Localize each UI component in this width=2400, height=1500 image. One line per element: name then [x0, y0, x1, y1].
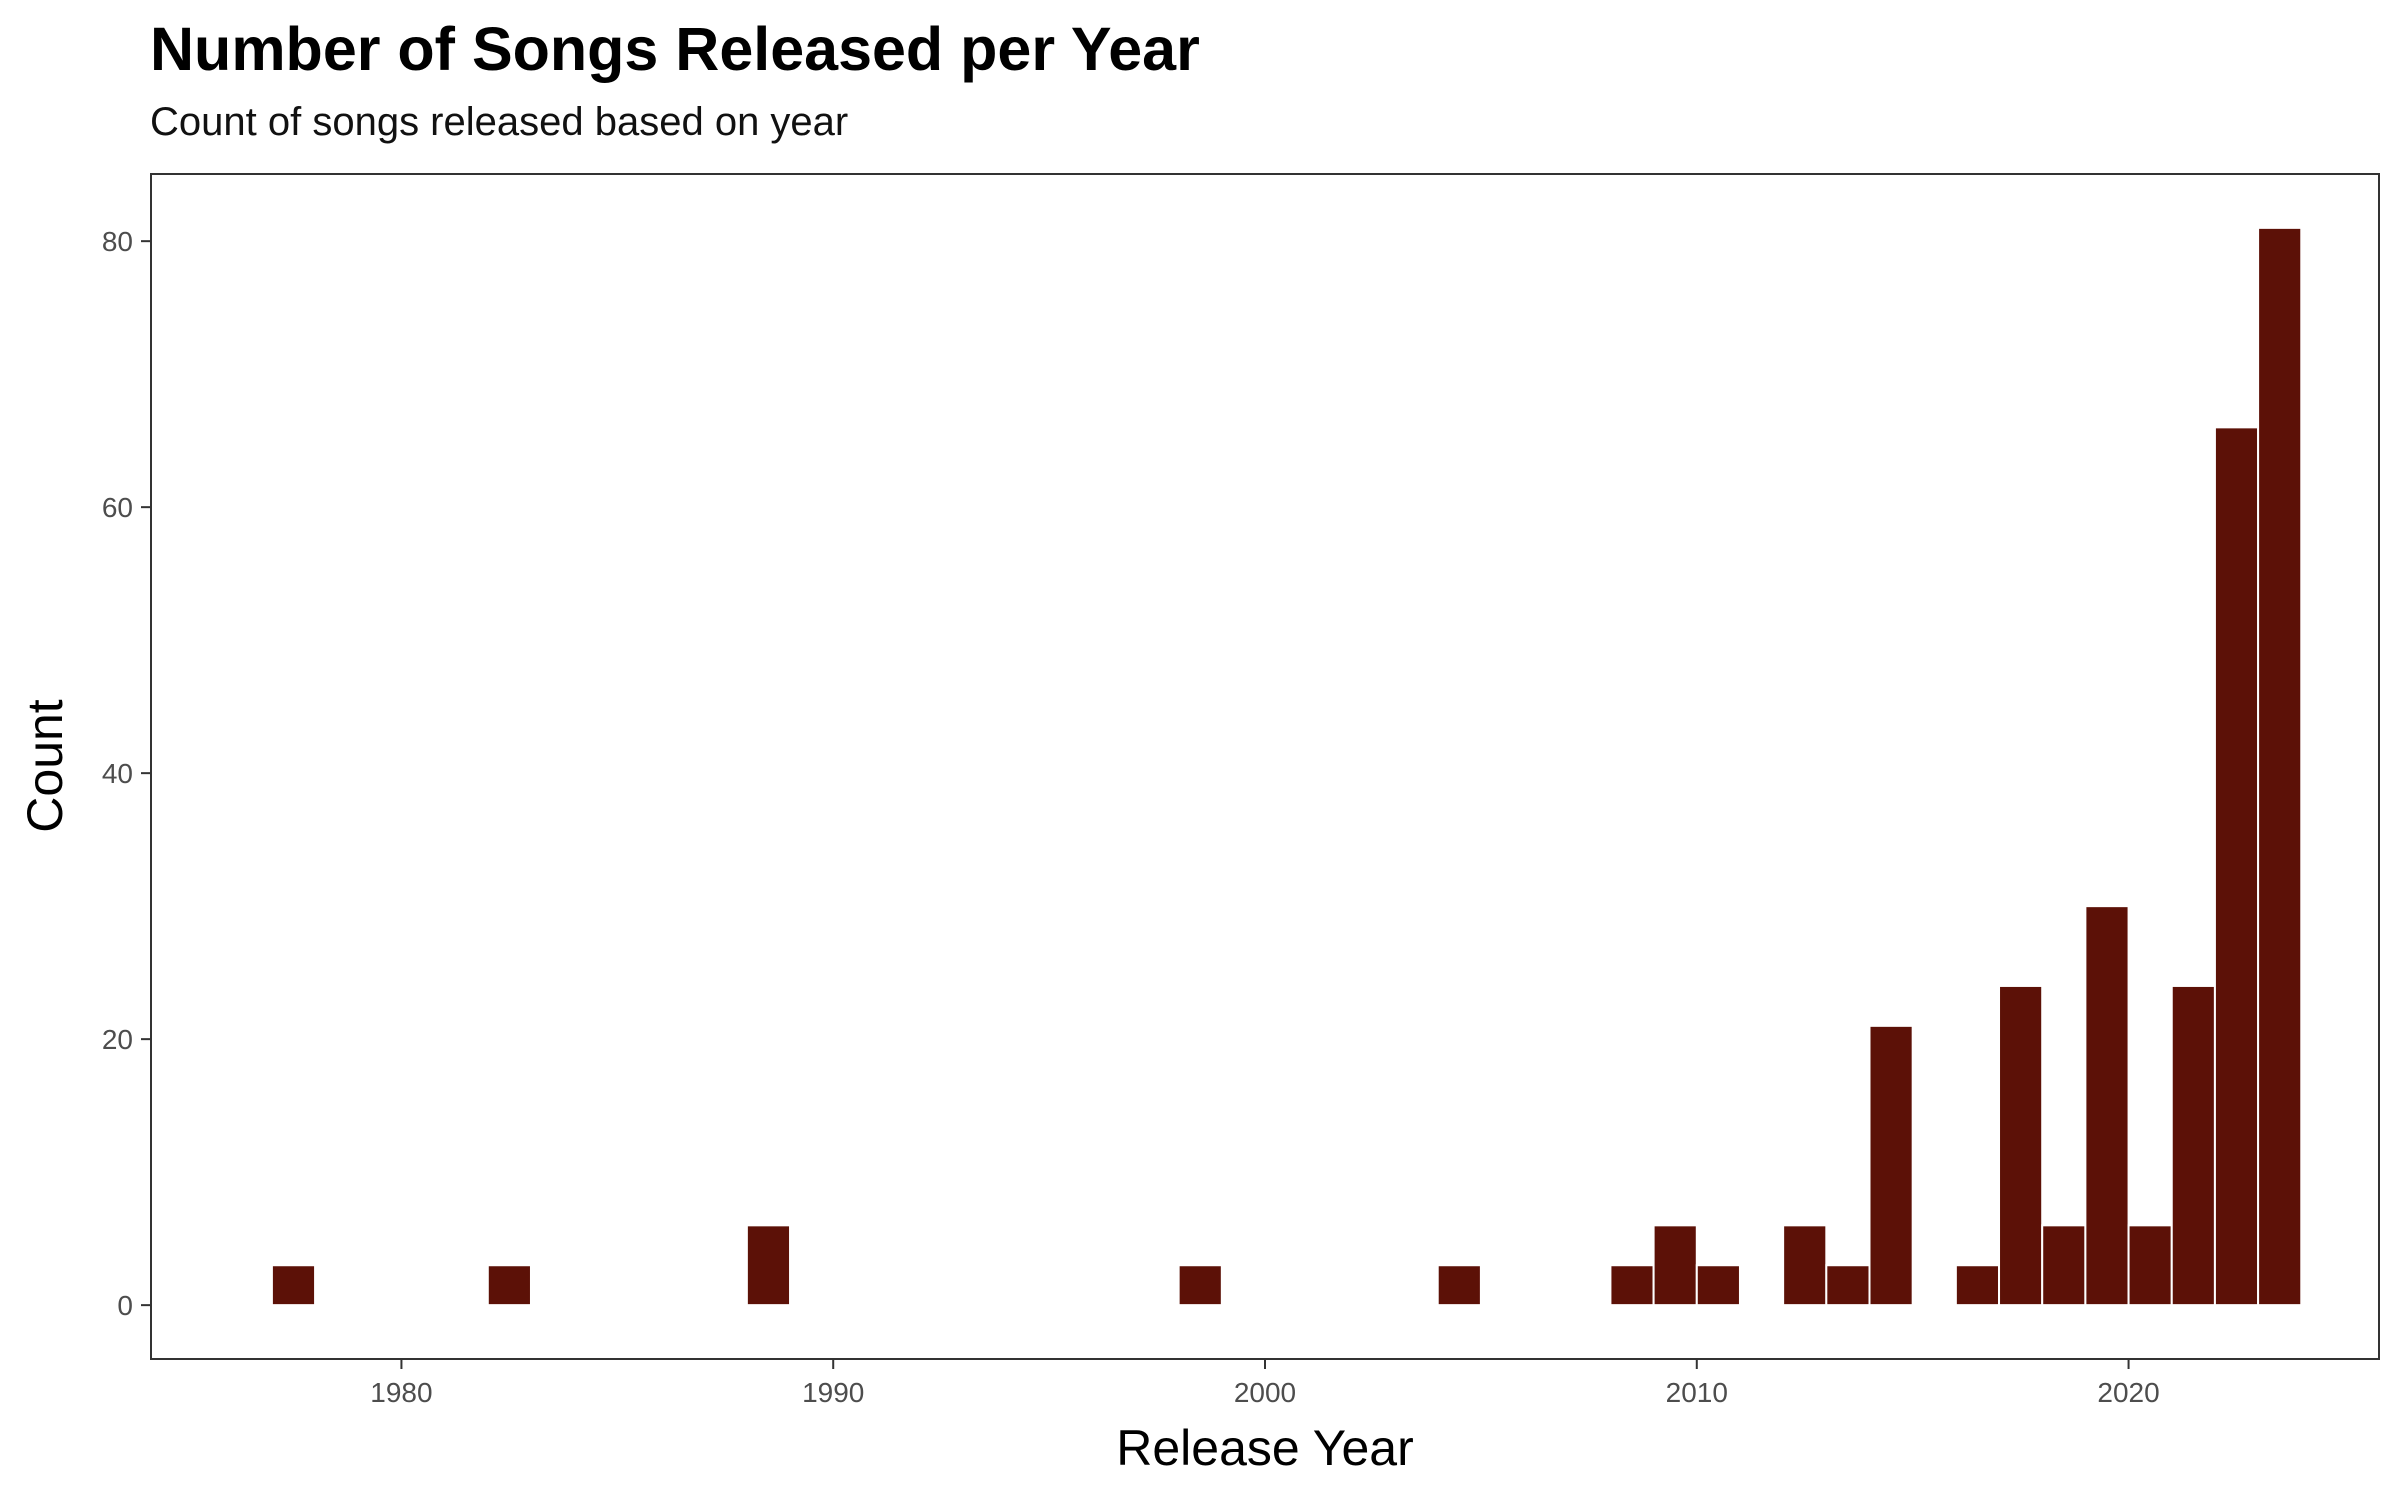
y-tick-label: 40 — [102, 758, 133, 789]
bar — [2213, 426, 2260, 1307]
bar — [1436, 1264, 1482, 1307]
bar — [486, 1264, 532, 1307]
bar — [1954, 1264, 2001, 1307]
bar — [2170, 984, 2216, 1307]
y-axis-title: Count — [17, 699, 73, 833]
x-tick-label: 1980 — [370, 1377, 432, 1408]
plot-panel — [150, 173, 2380, 1360]
x-tick-label: 2000 — [1234, 1377, 1296, 1408]
bar — [1998, 984, 2044, 1307]
x-axis: 1980 1990 2000 2010 2020 — [370, 1359, 2160, 1408]
bar — [2127, 1224, 2173, 1307]
bar — [2041, 1224, 2087, 1307]
bar — [1825, 1264, 1871, 1307]
bar — [2084, 905, 2130, 1307]
x-tick-label: 1990 — [802, 1377, 864, 1408]
bar — [1782, 1224, 1828, 1307]
bar — [1177, 1264, 1223, 1307]
chart-title: Number of Songs Released per Year — [150, 15, 1200, 83]
bar — [1652, 1224, 1698, 1307]
y-axis: 0 20 40 60 80 — [102, 226, 151, 1321]
bar — [1868, 1024, 1914, 1307]
x-tick-label: 2010 — [1666, 1377, 1728, 1408]
bar — [1695, 1264, 1741, 1307]
y-tick-label: 0 — [117, 1290, 133, 1321]
y-tick-label: 20 — [102, 1024, 133, 1055]
x-axis-title: Release Year — [1116, 1420, 1413, 1476]
bar — [1609, 1264, 1655, 1307]
y-tick-label: 60 — [102, 492, 133, 523]
x-tick-label: 2020 — [2097, 1377, 2159, 1408]
bar — [270, 1264, 317, 1307]
chart-subtitle: Count of songs released based on year — [150, 100, 849, 144]
bar — [745, 1224, 792, 1307]
y-tick-label: 80 — [102, 226, 133, 257]
bar — [2257, 226, 2303, 1307]
bars-group — [270, 226, 2303, 1307]
